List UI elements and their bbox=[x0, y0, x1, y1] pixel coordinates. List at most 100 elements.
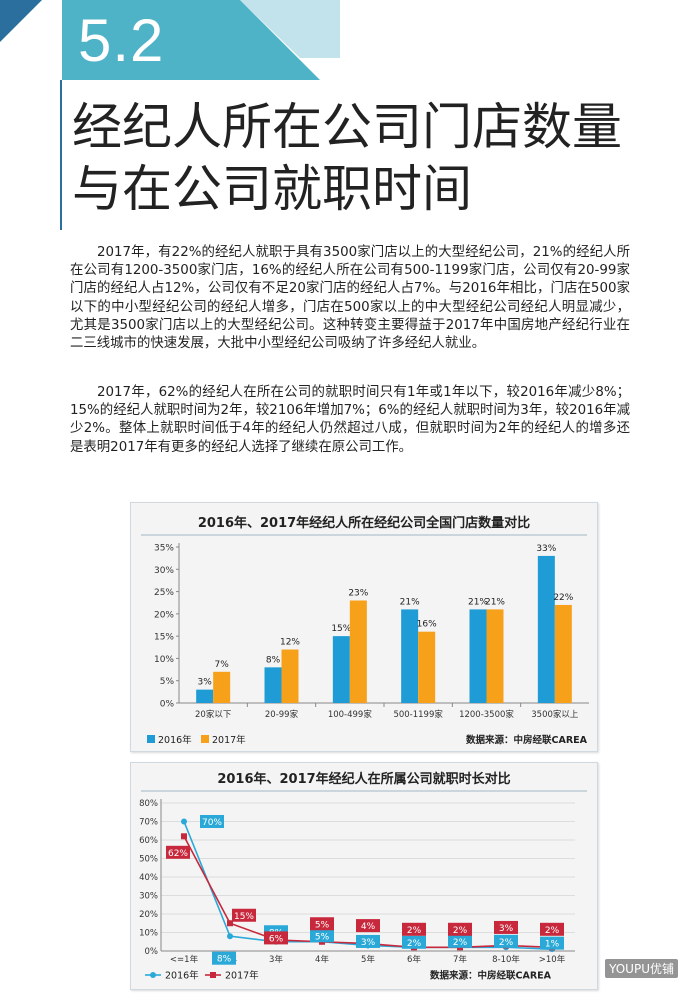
line-legend-marker-2016 bbox=[150, 972, 156, 978]
bar-value-label: 8% bbox=[266, 655, 281, 665]
bar-value-label: 23% bbox=[348, 588, 368, 598]
page-title-line2: 与在公司就职时间 bbox=[72, 160, 472, 218]
bar-2016 bbox=[401, 609, 419, 703]
bar-category-label: 20家以下 bbox=[195, 709, 232, 720]
bar-2016 bbox=[196, 689, 214, 703]
paragraph-1: 2017年，有22%的经纪人就职于具有3500家门店以上的大型经纪公司，21%的… bbox=[70, 245, 630, 352]
bar-value-label: 12% bbox=[280, 638, 300, 648]
section-number: 5.2 bbox=[78, 7, 165, 74]
bar-ytick-label: 20% bbox=[154, 610, 174, 620]
line-value-label-2017-box bbox=[166, 845, 190, 859]
bar-value-label: 22% bbox=[553, 593, 573, 603]
bar-category-label: 500-1199家 bbox=[393, 709, 443, 720]
bar-ytick-label: 30% bbox=[154, 566, 174, 576]
tenure-chart-svg: 2016年、2017年经纪人在所属公司就职时长对比 0% 10% 20% 30% 40%… bbox=[139, 771, 587, 982]
tenure-chart: 2016年、2017年经纪人在所属公司就职时长对比 0% 10% 20% 30% 40%… bbox=[130, 762, 598, 990]
line-point-2016 bbox=[227, 933, 233, 940]
bar-legend-label: 2017年 bbox=[212, 734, 246, 746]
line-value-label-2016-box bbox=[310, 929, 334, 943]
line-legend-marker-2017 bbox=[210, 972, 216, 978]
line-value-label-2016-box bbox=[494, 934, 518, 948]
bar-2016 bbox=[332, 636, 350, 703]
bar-2016 bbox=[537, 555, 555, 703]
paragraph-2: 2017年，62%的经纪人在所在公司的就职时间只有1年或1年以下，较2016年减… bbox=[70, 385, 630, 455]
line-ytick-label: 70% bbox=[139, 818, 158, 828]
line-point-2016 bbox=[181, 818, 187, 825]
bar-ytick-label: 15% bbox=[154, 633, 174, 643]
title-accent-line bbox=[60, 80, 62, 230]
line-value-label-2016: 70% bbox=[202, 818, 222, 828]
line-value-label-2016: 2% bbox=[453, 938, 468, 948]
line-legend-label: 2016年 bbox=[165, 970, 199, 982]
line-value-label-2017: 5% bbox=[315, 920, 330, 930]
line-value-label-2017: 15% bbox=[234, 912, 254, 922]
line-value-label-2017-box bbox=[448, 922, 472, 936]
bar-source: 数据来源：中房经联CAREA bbox=[465, 734, 588, 746]
line-value-label-2016: 2% bbox=[499, 938, 514, 948]
bar-chart-title: 2016年、2017年经纪人所在经纪公司全国门店数量对比 bbox=[198, 515, 530, 531]
store-count-chart-svg: 2016年、2017年经纪人所在经纪公司全国门店数量对比 0% 5% 10% 15% 2… bbox=[141, 515, 589, 746]
bar-2017 bbox=[213, 671, 231, 703]
watermark: YOUPU优铺 bbox=[605, 959, 678, 978]
bar-value-label: 15% bbox=[331, 624, 351, 634]
line-value-label-2017-box bbox=[232, 908, 256, 922]
line-ytick-label: 80% bbox=[139, 799, 158, 809]
line-value-label-2017-box bbox=[402, 922, 426, 936]
bar-2017 bbox=[281, 649, 299, 703]
line-value-label-2017-box bbox=[540, 922, 564, 936]
bar-value-label: 7% bbox=[215, 660, 230, 670]
line-value-label-2016: 1% bbox=[545, 940, 560, 950]
bar-2016 bbox=[264, 667, 282, 703]
bar-value-label: 21% bbox=[485, 597, 505, 607]
line-ytick-label: 40% bbox=[139, 873, 158, 883]
bar-category-label: 20-99家 bbox=[265, 709, 299, 720]
bar-2017 bbox=[486, 609, 504, 703]
header-band bbox=[0, 0, 340, 80]
line-source: 数据来源：中房经联CAREA bbox=[429, 970, 552, 982]
line-value-label-2016-box bbox=[200, 815, 224, 828]
line-value-label-2017: 2% bbox=[545, 926, 560, 936]
bar-legend-swatch bbox=[147, 735, 155, 743]
bar-value-label: 33% bbox=[536, 544, 556, 554]
line-value-label-2016-box bbox=[448, 934, 472, 948]
bar-value-label: 16% bbox=[417, 620, 437, 630]
line-value-label-2017-box bbox=[264, 931, 288, 945]
line-legend-label: 2017年 bbox=[225, 970, 259, 982]
bar-category-label: 1200-3500家 bbox=[459, 709, 514, 720]
bar-value-label: 3% bbox=[198, 678, 213, 688]
header-teal-band bbox=[62, 0, 320, 80]
bar-2016 bbox=[469, 609, 487, 703]
bar-value-label: 21% bbox=[468, 597, 488, 607]
bar-category-label: 100-499家 bbox=[328, 709, 373, 720]
line-category-label: <=1年 bbox=[170, 954, 199, 965]
page-title-line1: 经纪人所在公司门店数量 bbox=[72, 98, 622, 156]
line-value-label-2016-box bbox=[540, 936, 564, 950]
bar-2017 bbox=[349, 600, 367, 703]
bar-ytick-label: 5% bbox=[160, 677, 175, 687]
header-light-band bbox=[240, 0, 340, 58]
bar-ytick-label: 0% bbox=[160, 700, 175, 710]
line-category-label: 6年 bbox=[407, 954, 421, 965]
header-dark-wedge bbox=[0, 0, 42, 42]
line-value-label-2017: 4% bbox=[361, 922, 376, 932]
bar-2017 bbox=[554, 604, 572, 703]
store-count-chart: 2016年、2017年经纪人所在经纪公司全国门店数量对比 0% 5% 10% 15% 2… bbox=[130, 502, 598, 752]
line-value-label-2016: 5% bbox=[315, 932, 330, 942]
bar-legend-swatch bbox=[201, 735, 209, 743]
line-ytick-label: 10% bbox=[139, 929, 158, 939]
line-category-label: >10年 bbox=[539, 954, 566, 965]
bar-2017 bbox=[418, 631, 436, 703]
line-value-label-2017-box bbox=[494, 920, 518, 934]
line-ytick-label: 30% bbox=[139, 892, 158, 902]
line-value-label-2017-box bbox=[310, 917, 334, 931]
line-ytick-label: 0% bbox=[145, 947, 159, 957]
bar-ytick-label: 25% bbox=[154, 588, 174, 598]
line-value-label-2016-box bbox=[402, 935, 426, 949]
line-ytick-label: 50% bbox=[139, 855, 158, 865]
line-value-label-2016: 8% bbox=[217, 955, 232, 965]
line-value-label-2017: 2% bbox=[453, 926, 468, 936]
page-title: 经纪人所在公司门店数量 与在公司就职时间 bbox=[72, 96, 672, 220]
line-ytick-label: 20% bbox=[139, 910, 158, 920]
line-category-label: 4年 bbox=[315, 954, 329, 965]
line-point-2017 bbox=[181, 833, 187, 840]
